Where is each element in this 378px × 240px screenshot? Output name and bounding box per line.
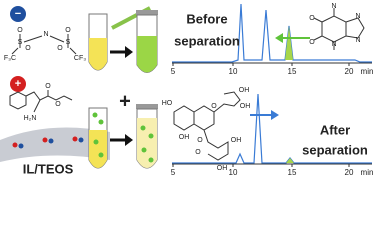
atom: O [195,149,201,156]
atom: N [355,37,360,44]
caffeine-structure: N N N N O O [309,3,365,50]
atom: O [211,103,217,110]
atom: O [309,39,315,46]
unit-label: min [361,168,374,177]
atom: O [17,27,23,34]
cation-structure: + H₂N O O [9,76,73,122]
label: Before [186,11,227,26]
atom: CF₃ [74,55,86,62]
graphic: − N S S O O O O F₃C CF₃ + H₂N O O IL/TEO… [0,3,374,177]
atom: OH [217,165,228,172]
atom: HO [162,100,173,107]
atom: N [43,31,48,38]
tick-label: 5 [171,67,176,76]
anion-charge: − [15,8,21,20]
tick-label: 10 [229,168,238,177]
cation-charge: + [15,78,21,90]
atom: O [57,45,63,52]
atom: S [66,39,71,46]
tick-label: 20 [345,67,354,76]
label: separation [302,142,368,157]
atom: O [25,45,31,52]
chromatogram-after: 5 10 15 20 min After separation [171,93,374,177]
tick-label: 15 [288,67,297,76]
atom: O [55,101,61,108]
anion-structure: − N S S O O O O F₃C CF₃ [4,6,86,62]
tick-label: 5 [171,168,176,177]
tick-label: 15 [288,168,297,177]
atom: H₂N [24,115,37,122]
atom: O [65,27,71,34]
unit-label: min [361,67,374,76]
plus: + [119,90,131,112]
particles [12,136,84,149]
atom: OH [240,103,251,110]
label: separation [174,33,240,48]
catechin-structure: HO OH OH OH OH OH O O O [162,87,251,172]
atom: F₃C [4,55,16,62]
atom: N [331,41,336,48]
chromatogram-before: 5 10 15 20 min Before separation [171,3,374,76]
atom: S [18,39,23,46]
support-label: IL/TEOS [23,161,74,176]
atom: O [197,137,203,144]
atom: OH [239,87,250,94]
label: After [320,122,350,137]
atom: OH [231,137,242,144]
tubes: + [88,6,158,169]
tick-label: 10 [229,67,238,76]
atom: O [45,83,51,90]
tick-label: 20 [345,168,354,177]
atom: O [309,15,315,22]
atom: OH [179,134,190,141]
atom: N [331,3,336,10]
atom: N [355,13,360,20]
silica-support [0,127,110,162]
